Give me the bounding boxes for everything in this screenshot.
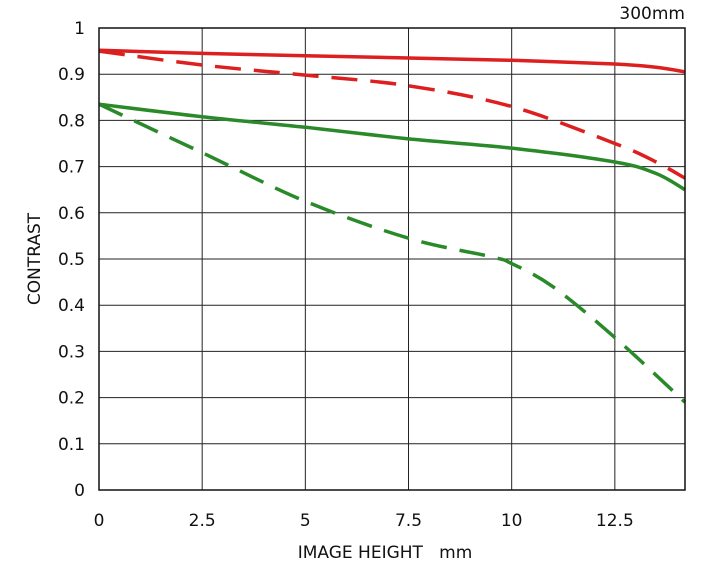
y-tick-label: 0.4 [58,296,85,316]
y-tick-label: 0.3 [58,342,85,362]
x-tick-label: 0 [94,511,105,531]
plot-frame [98,27,686,491]
y-axis-label: CONTRAST [25,212,45,305]
series-line-red-dashed [98,49,686,180]
series-line-green-dashed [98,102,687,404]
y-tick-label: 0.1 [58,435,85,455]
y-tick-label: 0.7 [58,158,85,178]
x-tick-label: 7.5 [395,511,422,531]
y-tick-label: 0.9 [58,65,85,85]
y-tick-label: 0 [74,481,85,501]
series-layer [98,48,687,404]
x-tick-label: 2.5 [189,511,216,531]
series-line-red-solid [98,48,686,74]
series-line-green-solid [98,102,686,192]
y-tick-label: 0.5 [58,250,85,270]
x-tick-label: 12.5 [596,511,634,531]
x-axis-label: IMAGE HEIGHT mm [298,543,473,563]
y-tick-label: 1 [74,19,85,39]
y-tick-label: 0.8 [58,111,85,131]
y-tick-label: 0.6 [58,204,85,224]
chart-title: 300mm [619,4,685,24]
x-tick-label: 10 [501,511,523,531]
x-tick-label: 5 [300,511,311,531]
grid [98,27,685,491]
y-tick-label: 0.2 [58,389,85,409]
tick-labels: 0 2.5 5 7.5 10 12.5 0 0.1 0.2 0.3 0.4 0.5 0.6 0.7 0.8 0… [58,19,634,531]
